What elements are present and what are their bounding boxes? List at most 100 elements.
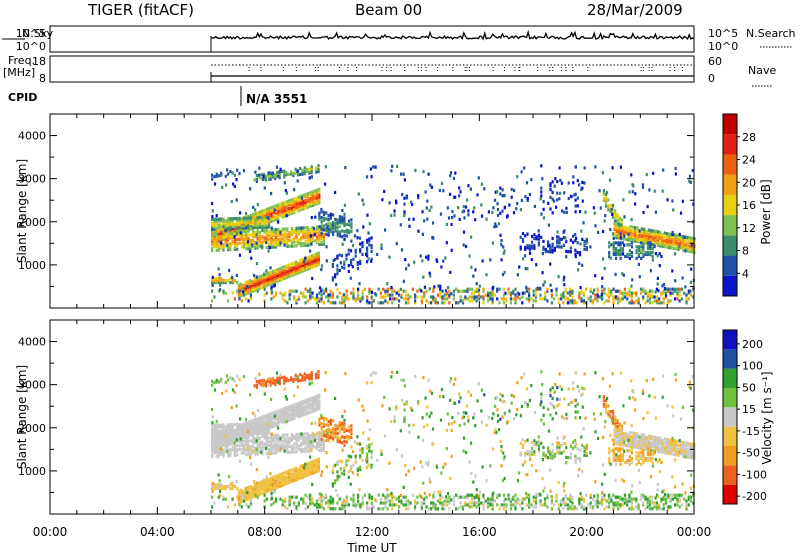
heatmap-cell — [211, 217, 214, 221]
heatmap-cell — [505, 299, 508, 303]
heatmap-cell — [256, 429, 259, 434]
heatmap-cell — [684, 245, 687, 249]
heatmap-cell — [612, 453, 615, 457]
heatmap-cell — [540, 164, 543, 168]
heatmap-cell — [286, 450, 289, 454]
heatmap-cell — [313, 197, 316, 201]
heatmap-cell — [547, 450, 550, 454]
heatmap-cell — [290, 266, 293, 270]
heatmap-cell — [466, 198, 469, 202]
heatmap-cell — [562, 449, 566, 453]
heatmap-cell — [295, 289, 298, 293]
heatmap-cell — [262, 174, 265, 178]
heatmap-cell — [318, 443, 321, 447]
heatmap-cell — [253, 277, 256, 281]
heatmap-cell — [396, 164, 399, 168]
heatmap-cell — [646, 252, 650, 257]
heatmap-cell — [591, 299, 595, 303]
heatmap-cell — [345, 436, 348, 440]
freq-panel-frame — [49, 55, 695, 83]
heatmap-cell — [211, 283, 214, 288]
heatmap-cell — [549, 207, 552, 211]
heatmap-cell — [447, 216, 451, 220]
heatmap-cell — [402, 289, 405, 293]
heatmap-cell — [297, 265, 300, 269]
heatmap-cell — [288, 199, 291, 203]
heatmap-cell — [217, 289, 220, 293]
heatmap-cell — [615, 462, 618, 466]
heatmap-cell — [646, 453, 650, 457]
heatmap-cell — [315, 404, 319, 408]
heatmap-cell — [211, 439, 214, 443]
heatmap-cell — [499, 417, 502, 421]
heatmap-cell — [247, 281, 250, 285]
heatmap-cell — [686, 245, 689, 249]
heatmap-cell — [315, 198, 319, 202]
heatmap-cell — [354, 460, 357, 464]
heatmap-cell — [642, 453, 645, 457]
heatmap-cell — [420, 299, 423, 303]
velocity-heatmap — [211, 370, 696, 511]
heatmap-cell — [489, 258, 492, 262]
heatmap-cell — [302, 201, 305, 205]
heatmap-cell — [624, 432, 628, 436]
heatmap-cell — [617, 243, 620, 247]
heatmap-cell — [242, 229, 246, 233]
heatmap-cell — [403, 408, 406, 412]
heatmap-cell — [677, 444, 680, 448]
heatmap-cell — [292, 173, 295, 178]
heatmap-cell — [637, 249, 640, 253]
heatmap-cell — [341, 421, 344, 425]
heatmap-cell — [283, 265, 286, 269]
heatmap-cell — [267, 489, 270, 493]
heatmap-cell — [297, 205, 300, 209]
heatmap-cell — [483, 187, 486, 191]
heatmap-cell — [311, 194, 314, 198]
heatmap-cell — [290, 435, 293, 439]
heatmap-cell — [254, 224, 257, 228]
heatmap-cell — [252, 205, 255, 209]
heatmap-cell — [317, 459, 320, 463]
heatmap-cell — [477, 293, 481, 297]
heatmap-cell — [395, 297, 398, 301]
heatmap-cell — [354, 254, 357, 258]
heatmap-cell — [514, 287, 517, 291]
heatmap-cell — [605, 410, 608, 414]
heatmap-cell — [601, 297, 604, 301]
heatmap-cell — [334, 229, 337, 233]
heatmap-cell — [619, 289, 622, 293]
heatmap-cell — [567, 196, 570, 201]
heatmap-cell — [370, 297, 373, 301]
heatmap-cell — [211, 441, 214, 445]
heatmap-cell — [628, 256, 631, 260]
heatmap-cell — [623, 295, 626, 299]
heatmap-cell — [580, 297, 583, 301]
heatmap-cell — [245, 449, 248, 453]
heatmap-cell — [237, 293, 240, 297]
heatmap-cell — [222, 228, 225, 232]
heatmap-cell — [432, 299, 435, 303]
heatmap-cell — [244, 498, 247, 502]
heatmap-cell — [247, 287, 250, 291]
heatmap-cell — [277, 411, 280, 415]
heatmap-cell — [602, 198, 605, 202]
heatmap-cell — [242, 432, 246, 436]
heatmap-cell — [284, 208, 287, 212]
heatmap-cell — [268, 414, 271, 418]
heatmap-cell — [270, 447, 273, 451]
heatmap-cell — [270, 425, 273, 429]
heatmap-cell — [311, 190, 314, 194]
heatmap-cell — [402, 297, 405, 301]
heatmap-cell — [329, 436, 332, 440]
heatmap-cell — [231, 234, 234, 238]
heatmap-cell — [605, 402, 608, 406]
heatmap-cell — [354, 454, 357, 458]
heatmap-cell — [217, 448, 220, 452]
cpid-label: CPID — [8, 91, 37, 104]
heatmap-cell — [631, 239, 634, 243]
heatmap-cell — [306, 443, 309, 447]
heatmap-cell — [320, 225, 323, 229]
heatmap-cell — [329, 428, 332, 432]
heatmap-cell — [217, 229, 220, 234]
heatmap-cell — [236, 241, 239, 245]
